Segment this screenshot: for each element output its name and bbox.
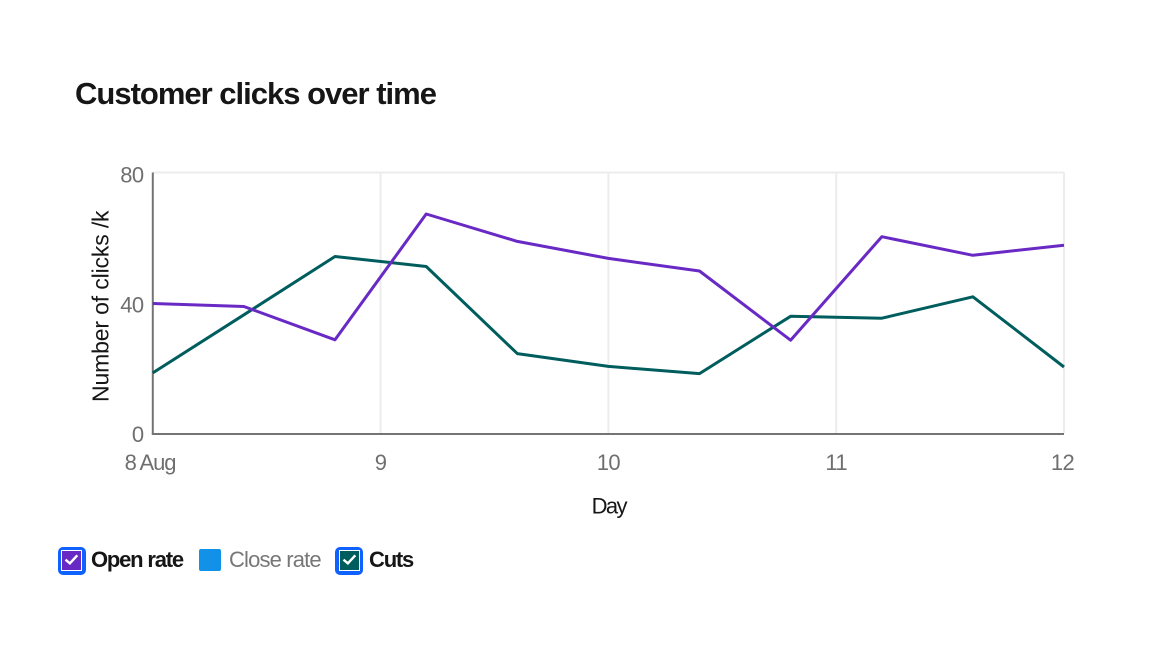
svg-text:40: 40 <box>120 293 144 318</box>
svg-text:11: 11 <box>825 450 847 475</box>
svg-text:12: 12 <box>1051 450 1075 475</box>
svg-text:9: 9 <box>375 450 387 475</box>
svg-text:Day: Day <box>592 493 628 518</box>
svg-text:Number of clicks /k: Number of clicks /k <box>88 210 114 402</box>
svg-text:0: 0 <box>132 422 144 447</box>
svg-text:8 Aug: 8 Aug <box>125 450 176 475</box>
svg-text:80: 80 <box>120 163 144 188</box>
svg-text:10: 10 <box>597 450 621 475</box>
